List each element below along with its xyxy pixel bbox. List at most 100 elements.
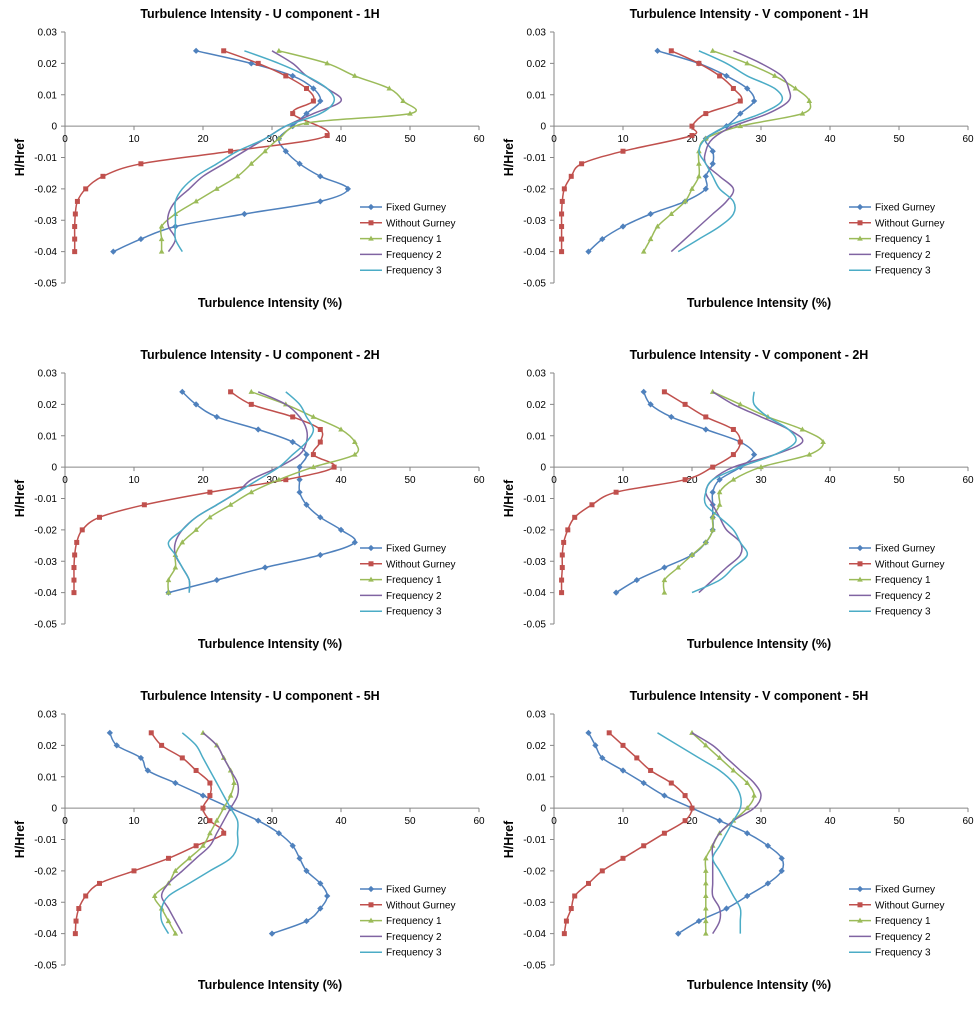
data-point [199,792,207,799]
data-point [248,160,255,166]
x-tick-label: 40 [335,475,347,486]
data-point [689,551,695,557]
data-point [158,236,165,242]
x-tick-label: 0 [62,816,68,827]
data-point [179,539,186,545]
data-point [165,577,172,583]
data-point [97,514,102,520]
data-point [172,930,179,936]
data-point [563,918,569,924]
data-point [317,173,324,180]
data-point [737,401,744,407]
data-point [675,564,681,570]
data-point [283,73,289,79]
x-axis-label: Turbulence Intensity (%) [687,296,831,310]
y-axis-label: H/Href [13,479,27,517]
data-point [750,451,758,458]
data-point [703,867,709,873]
data-point [661,564,668,571]
y-tick-label: 0 [540,463,546,474]
data-point [276,47,282,53]
data-point [730,452,736,458]
series-line [677,50,784,253]
data-point [689,185,695,191]
legend-label: Fixed Gurney [386,203,446,214]
data-point [730,85,736,91]
series-line [587,50,756,253]
data-point [559,552,565,558]
data-point [709,489,716,496]
data-point [689,123,695,129]
data-point [799,110,806,116]
y-tick-label: 0.02 [38,400,58,411]
chart-panel-v-1h: Turbulence Intensity - V component - 1H 0… [489,0,978,331]
data-point [730,476,737,482]
y-tick-label: -0.03 [34,216,57,227]
y-tick-label: -0.01 [34,153,57,164]
x-tick-label: 20 [197,475,209,486]
legend-marker [368,902,374,908]
y-tick-label: -0.01 [523,153,546,164]
x-tick-label: 0 [551,475,557,486]
data-point [661,792,668,799]
data-point [234,173,241,179]
data-point [71,590,77,596]
data-point [131,868,137,874]
x-tick-label: 30 [755,134,767,145]
chart-panel-u-2h: Turbulence Intensity - U component - 2H 0… [0,341,489,672]
data-point [310,452,316,458]
data-point [661,577,668,583]
y-tick-label: 0.01 [527,772,547,783]
x-tick-label: 10 [128,816,140,827]
data-point [407,110,413,116]
x-tick-label: 40 [824,816,836,827]
x-tick-label: 50 [893,475,905,486]
series-line [587,732,785,935]
x-tick-label: 20 [686,475,698,486]
chart-title: Turbulence Intensity - U component - 5H [140,689,379,703]
y-tick-label: -0.02 [523,525,546,536]
data-point [304,85,309,91]
y-tick-label: 0 [540,804,546,815]
data-point [744,805,750,811]
data-point [709,514,716,520]
data-point [682,818,688,824]
data-point [193,843,199,849]
legend-label: Frequency 3 [875,948,931,959]
data-point [820,439,826,445]
data-point [213,576,220,584]
data-point [703,539,709,545]
chart-panel-v-2h: Turbulence Intensity - V component - 2H 0… [489,341,978,672]
x-axis-label: Turbulence Intensity (%) [198,978,342,992]
data-point [192,47,200,54]
data-point [248,388,255,394]
chart-svg: Turbulence Intensity - V component - 5H 0… [502,689,974,992]
data-point [703,855,709,861]
legend-label: Without Gurney [875,218,944,229]
y-tick-label: -0.02 [34,525,57,536]
data-point [106,729,113,736]
data-point [640,388,647,395]
data-point [71,577,77,583]
data-point [682,477,688,483]
x-tick-label: 60 [473,816,485,827]
data-point [310,464,317,470]
y-tick-label: -0.01 [523,494,546,505]
y-tick-label: 0.01 [527,431,547,442]
data-point [703,111,709,117]
data-point [619,223,627,230]
data-point [317,426,323,432]
legend-label: Frequency 1 [386,234,442,245]
data-point [689,133,695,139]
legend-marker [368,220,374,226]
data-point [72,931,78,937]
data-point [296,489,303,496]
y-tick-label: -0.03 [523,898,546,909]
data-point [214,185,220,191]
data-point [716,501,723,507]
data-point [172,867,179,873]
data-point [717,73,723,79]
data-point [661,830,667,836]
data-point [100,173,106,179]
data-point [179,755,185,761]
